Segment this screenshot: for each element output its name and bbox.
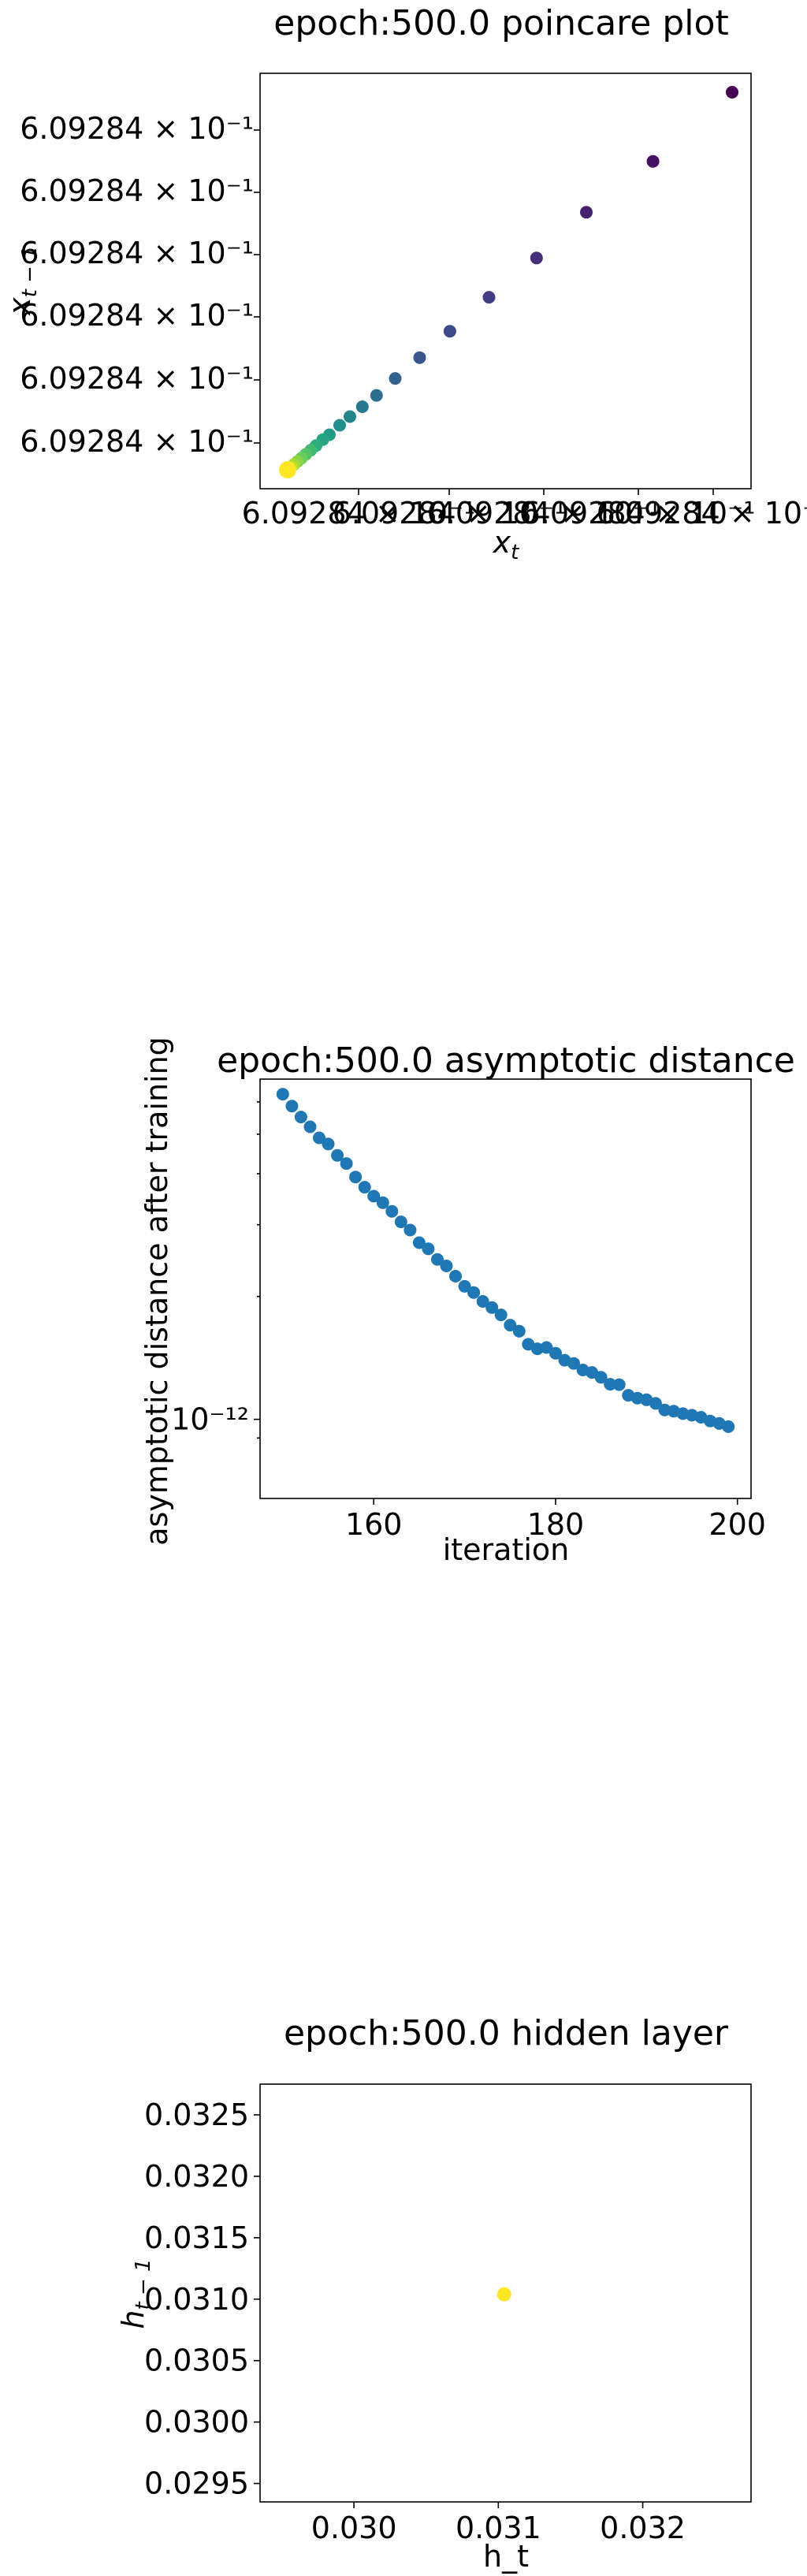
hidden-layer-y-tick-label: 0.0300 [144, 2405, 249, 2440]
asymptotic-y-ticks: 10⁻¹² [171, 1101, 260, 1439]
asymptotic-point [567, 1357, 580, 1370]
poincare-point [726, 86, 738, 99]
hidden-layer-y-tick-label: 0.0315 [144, 2220, 249, 2255]
poincare-y-tick-label: 6.09284 × 10⁻¹ [20, 361, 254, 396]
hidden-layer-x-axis-label: h_t [483, 2539, 529, 2574]
asymptotic-x-ticks: 160 180 200 [345, 1498, 766, 1542]
asymptotic-y-axis-label: asymptotic distance after training [139, 1037, 174, 1546]
hidden-layer-points [496, 2287, 511, 2302]
poincare-point [333, 419, 346, 432]
hidden-layer-y-tick-label: 0.0295 [144, 2466, 249, 2501]
poincare-x-tick-label: 6.09284 × 10⁻¹ [333, 496, 567, 530]
hidden-layer-y-tick-label: 0.0305 [144, 2343, 249, 2378]
asymptotic-point [458, 1279, 471, 1293]
poincare-points [279, 86, 738, 478]
asymptotic-title: epoch:500.0 asymptotic distance [217, 1040, 795, 1081]
asymptotic-point [512, 1324, 526, 1338]
asymptotic-point [431, 1253, 444, 1266]
poincare-y-ticks: 6.09284 × 10⁻¹ 6.09284 × 10⁻¹ 6.09284 × … [20, 111, 260, 459]
asymptotic-point [349, 1171, 363, 1184]
hidden-layer-y-tick-label: 0.0320 [144, 2159, 249, 2194]
asymptotic-point [485, 1301, 499, 1314]
poincare-y-tick-label: 6.09284 × 10⁻¹ [20, 111, 254, 146]
asymptotic-point [285, 1100, 299, 1113]
poincare-point [355, 400, 369, 413]
asymptotic-point [540, 1341, 553, 1354]
poincare-x-ticks: 6.09284 × 10⁻¹ 6.09284 × 10⁻¹ 6.09284 × … [242, 489, 807, 530]
poincare-y-axis-label: xt − 1 [2, 246, 42, 316]
asymptotic-x-tick-label: 180 [527, 1507, 585, 1542]
asymptotic-point [549, 1346, 562, 1360]
hidden-layer-point [496, 2287, 511, 2302]
poincare-point [389, 372, 402, 385]
asymptotic-point [604, 1378, 617, 1391]
poincare-y-tick-label: 6.09284 × 10⁻¹ [20, 424, 254, 459]
asymptotic-point [276, 1088, 289, 1101]
asymptotic-point [294, 1111, 307, 1124]
asymptotic-point [412, 1236, 426, 1249]
hidden-layer-x-tick-label: 0.030 [311, 2511, 397, 2545]
hidden-layer-x-tick-label: 0.032 [600, 2511, 686, 2545]
asymptotic-point [594, 1371, 608, 1384]
asymptotic-point [303, 1120, 317, 1134]
asymptotic-point [385, 1204, 399, 1218]
poincare-point [530, 251, 543, 265]
hidden-layer-y-tick-label: 0.0310 [144, 2282, 249, 2317]
asymptotic-point [440, 1260, 453, 1272]
asymptotic-point [340, 1157, 353, 1171]
poincare-point [413, 351, 426, 364]
asymptotic-point [394, 1215, 407, 1229]
asymptotic-point [313, 1131, 325, 1145]
poincare-y-tick-label: 6.09284 × 10⁻¹ [20, 173, 254, 208]
poincare-point [344, 410, 356, 423]
asymptotic-point [322, 1137, 335, 1151]
asymptotic-x-axis-label: iteration [443, 1532, 570, 1567]
asymptotic-point [367, 1189, 381, 1203]
poincare-point [580, 206, 593, 219]
asymptotic-point [331, 1148, 344, 1162]
asymptotic-point [422, 1242, 435, 1256]
hidden-layer-chart: epoch:500.0 hidden layer 0.030 0.031 0.032… [116, 2013, 752, 2574]
asymptotic-point [504, 1319, 517, 1332]
poincare-point [482, 291, 496, 304]
poincare-point [646, 154, 660, 168]
asymptotic-point [449, 1270, 462, 1282]
asymptotic-point [467, 1286, 481, 1299]
poincare-plot-frame [259, 73, 752, 490]
poincare-y-tick-label: 6.09284 × 10⁻¹ [20, 236, 254, 270]
asymptotic-point [476, 1295, 489, 1308]
hidden-layer-plot-frame [259, 2083, 752, 2503]
asymptotic-y-tick-label: 10⁻¹² [171, 1402, 249, 1437]
hidden-layer-y-tick-label: 0.0325 [144, 2098, 249, 2132]
poincare-y-tick-label: 6.09284 × 10⁻¹ [20, 298, 254, 333]
poincare-point [443, 325, 456, 338]
poincare-title: epoch:500.0 poincare plot [273, 3, 728, 43]
asymptotic-x-tick-label: 160 [345, 1507, 403, 1542]
hidden-layer-x-ticks: 0.030 0.031 0.032 [311, 2502, 686, 2545]
asymptotic-chart: epoch:500.0 asymptotic distance 160 180 20… [139, 1037, 795, 1567]
poincare-x-axis-label: xt [493, 525, 520, 564]
asymptotic-point [649, 1397, 662, 1410]
poincare-x-tick-label: 6.09284 × 10⁻¹ [597, 496, 807, 530]
asymptotic-points [276, 1088, 735, 1433]
asymptotic-point [358, 1181, 371, 1194]
hidden-layer-y-ticks: 0.0295 0.0300 0.0305 0.0310 0.0315 0.0320 0.03… [144, 2098, 260, 2501]
poincare-chart: epoch:500.0 poincare plot 6.09284 × 10⁻¹… [2, 3, 807, 564]
asymptotic-point [404, 1223, 417, 1237]
asymptotic-plot-frame [259, 1078, 752, 1499]
poincare-point [370, 389, 383, 402]
asymptotic-x-tick-label: 200 [708, 1507, 766, 1542]
asymptotic-point [376, 1196, 389, 1209]
poincare-point [279, 461, 296, 478]
asymptotic-point [722, 1420, 735, 1433]
hidden-layer-y-axis-label: ht − 1 [116, 2258, 155, 2328]
poincare-x-tick-label: 6.09284 × 10⁻¹ [242, 496, 476, 530]
poincare-x-tick-label: 6.09284 × 10⁻¹ [522, 496, 756, 530]
asymptotic-point [494, 1308, 508, 1322]
poincare-x-tick-label: 6.09284 × 10⁻¹ [427, 496, 661, 530]
asymptotic-point [612, 1378, 626, 1391]
hidden-layer-x-tick-label: 0.031 [456, 2511, 541, 2545]
hidden-layer-title: epoch:500.0 hidden layer [284, 2013, 729, 2053]
